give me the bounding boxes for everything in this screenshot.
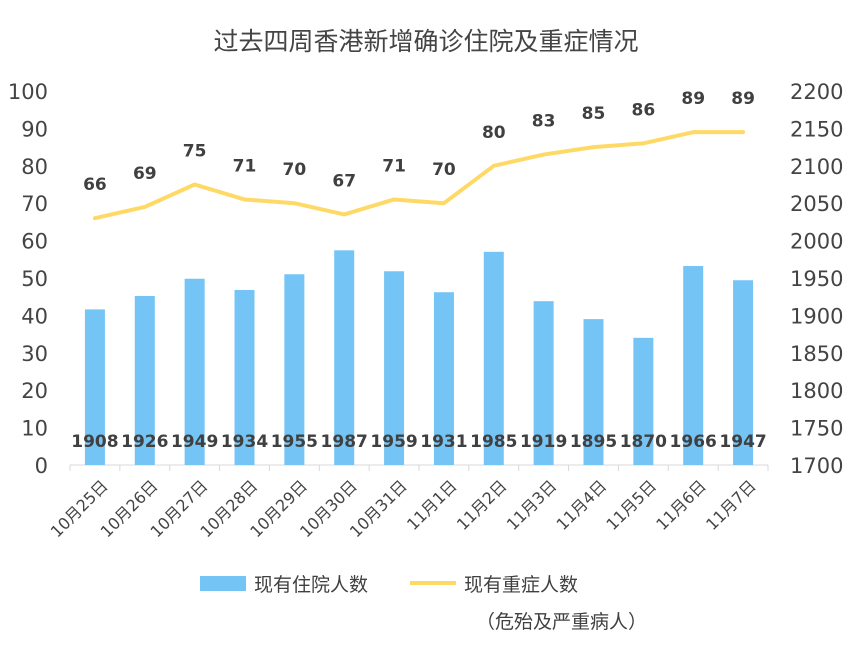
line-value-label: 89	[731, 89, 755, 109]
y-left-tick-label: 40	[21, 304, 48, 328]
line-value-label: 86	[632, 100, 656, 120]
line-point	[741, 130, 745, 134]
line-point	[641, 141, 645, 145]
y-right-tick-label: 1850	[790, 342, 843, 366]
y-left-tick-label: 30	[21, 342, 48, 366]
bar	[683, 266, 704, 465]
legend: 现有住院人数 现有重症人数 （危殆及严重病人）	[200, 574, 647, 633]
bar	[633, 337, 654, 465]
line-value-label: 70	[432, 160, 456, 180]
line-point	[292, 201, 296, 205]
y-left-tick-label: 100	[8, 80, 48, 104]
bar	[433, 292, 454, 465]
line-value-label: 69	[133, 164, 157, 184]
line-point	[542, 153, 546, 157]
bar-value-label: 1955	[271, 432, 318, 452]
x-tick-label: 11月1日	[403, 476, 461, 534]
bar	[134, 295, 155, 465]
bar	[284, 274, 305, 465]
bar-value-label: 1919	[520, 432, 567, 452]
line-series	[92, 130, 746, 221]
line-value-label: 67	[332, 171, 356, 191]
x-tick-label: 11月5日	[602, 476, 660, 534]
bar	[483, 251, 504, 465]
line-point	[492, 164, 496, 168]
bar-value-label: 1908	[71, 432, 118, 452]
bar-value-label: 1987	[321, 432, 368, 452]
y-left-tick-label: 0	[35, 454, 48, 478]
y-left-tick-label: 80	[21, 155, 48, 179]
line-value-label: 66	[83, 175, 107, 195]
y-right-tick-label: 2050	[790, 192, 843, 216]
line-point	[143, 205, 147, 209]
bar	[234, 289, 255, 465]
line-point	[592, 145, 595, 149]
axes: 0 10 20 30 40 50 60 70 80 90 100 1700 1750 1800 1850 19…	[8, 80, 844, 541]
line-value-label: 75	[183, 142, 207, 162]
bar	[733, 280, 754, 465]
legend-line-sublabel: （危殆及严重病人）	[476, 611, 647, 633]
x-tick-label: 11月3日	[503, 476, 561, 534]
line-value-label: 83	[532, 112, 556, 132]
bar	[334, 250, 355, 465]
y-right-tick-label: 1900	[790, 304, 843, 328]
line-point	[691, 130, 695, 134]
y-left-tick-label: 90	[21, 117, 48, 141]
y-right-tick-label: 1950	[790, 267, 843, 291]
legend-line-label: 现有重症人数	[464, 574, 578, 596]
x-tick-label: 11月7日	[702, 476, 760, 534]
bar-value-label: 1926	[121, 432, 168, 452]
bar	[184, 278, 205, 465]
y-left-tick-label: 70	[21, 192, 48, 216]
line-point	[243, 197, 246, 201]
bar	[533, 301, 554, 465]
line-point	[342, 212, 346, 216]
y-right-tick-label: 1700	[790, 454, 843, 478]
line-value-label: 70	[283, 160, 307, 180]
line-point	[193, 183, 197, 186]
bar-value-label: 1959	[370, 432, 417, 452]
y-right-tick-label: 1800	[790, 379, 843, 403]
line-point	[442, 201, 446, 205]
bar	[583, 319, 604, 465]
line-value-label: 71	[382, 156, 406, 176]
line-path	[92, 130, 746, 221]
bar-value-label: 1895	[570, 432, 617, 452]
y-right-tick-label: 2000	[790, 230, 843, 254]
x-tick-label: 11月2日	[453, 476, 511, 534]
legend-bar-swatch	[200, 576, 246, 591]
line-value-label: 89	[681, 89, 705, 109]
line-point	[392, 197, 396, 201]
bar-value-label: 1931	[420, 432, 467, 452]
bar-value-label: 1949	[171, 432, 218, 452]
y-right-tick-label: 2150	[790, 117, 843, 141]
data-labels: 1908 1926 1949 1934 1955 1987 1959 1931 1985 1919…	[71, 89, 766, 452]
bar	[84, 309, 105, 465]
bar-value-label: 1947	[719, 432, 766, 452]
chart-title: 过去四周香港新增确诊住院及重症情况	[213, 27, 638, 56]
y-left-tick-label: 20	[21, 379, 48, 403]
line-point	[93, 216, 97, 220]
y-left-tick-label: 60	[21, 230, 48, 254]
y-right-tick-label: 2200	[790, 80, 843, 104]
y-right-tick-label: 2100	[790, 155, 843, 179]
x-tick-label: 11月6日	[652, 476, 710, 534]
bar-value-label: 1934	[221, 432, 268, 452]
line-value-label: 80	[482, 123, 506, 143]
bar-series	[84, 250, 754, 465]
y-left-tick-label: 10	[21, 417, 48, 441]
line-value-label: 85	[582, 104, 606, 124]
y-left-tick-label: 50	[21, 267, 48, 291]
line-value-label: 71	[233, 156, 257, 176]
legend-bar-label: 现有住院人数	[254, 574, 368, 596]
x-tick-label: 11月4日	[553, 476, 611, 534]
bar-value-label: 1870	[620, 432, 667, 452]
bar	[384, 271, 405, 465]
bar-value-label: 1966	[670, 432, 717, 452]
y-right-tick-label: 1750	[790, 417, 843, 441]
bar-value-label: 1985	[470, 432, 517, 452]
